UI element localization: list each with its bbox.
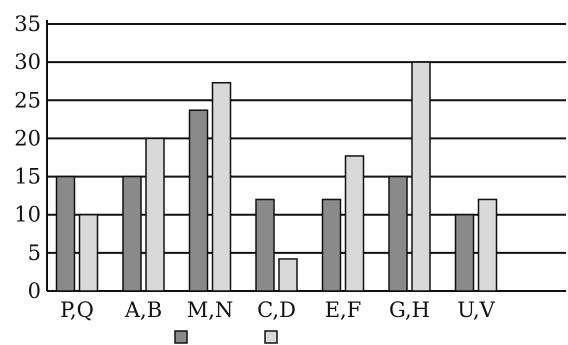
y-tick-label: 25 xyxy=(14,88,41,112)
y-tick-label: 15 xyxy=(14,165,41,189)
bar-series-2-c-d xyxy=(278,258,298,292)
x-tick-labels: P,Q A,B M,N C,D E,F G,H U,V xyxy=(60,298,496,322)
bar-series-2-u-v xyxy=(477,198,498,292)
y-tick-label: 20 xyxy=(14,126,41,150)
y-tick-label: 10 xyxy=(14,203,41,227)
bar-series-1-m-n xyxy=(188,109,209,292)
bar-series-2-m-n xyxy=(211,81,232,292)
bar-series-2-e-f xyxy=(344,155,365,292)
y-tick-label: 30 xyxy=(14,50,41,74)
legend-swatch-2 xyxy=(264,330,278,344)
x-tick-label: E,F xyxy=(325,298,362,322)
x-tick-label: A,B xyxy=(124,298,162,322)
bar-series-1-g-h xyxy=(388,175,408,292)
bar-series-1-u-v xyxy=(454,213,475,292)
bar-series-2-p-q xyxy=(78,213,99,292)
legend-swatch-1 xyxy=(174,330,188,344)
bar-series-1-c-d xyxy=(255,198,275,292)
x-tick-label: G,H xyxy=(389,298,430,322)
y-tick-labels: 0 5 10 15 20 25 30 35 xyxy=(14,12,41,303)
x-tick-label: U,V xyxy=(457,298,495,322)
bar-series-2-a-b xyxy=(145,137,165,292)
y-tick-label: 35 xyxy=(14,12,41,36)
legend xyxy=(174,330,278,344)
bar-series-2-g-h xyxy=(411,61,431,292)
x-tick-label: P,Q xyxy=(60,298,94,322)
bar-series-1-a-b xyxy=(122,175,142,292)
y-tick-label: 5 xyxy=(28,241,41,265)
bars xyxy=(55,61,498,292)
x-tick-label: C,D xyxy=(257,298,296,322)
y-tick-label: 0 xyxy=(28,279,41,303)
x-tick-label: M,N xyxy=(187,298,234,322)
bar-series-1-p-q xyxy=(55,175,76,292)
bar-series-1-e-f xyxy=(321,198,342,292)
